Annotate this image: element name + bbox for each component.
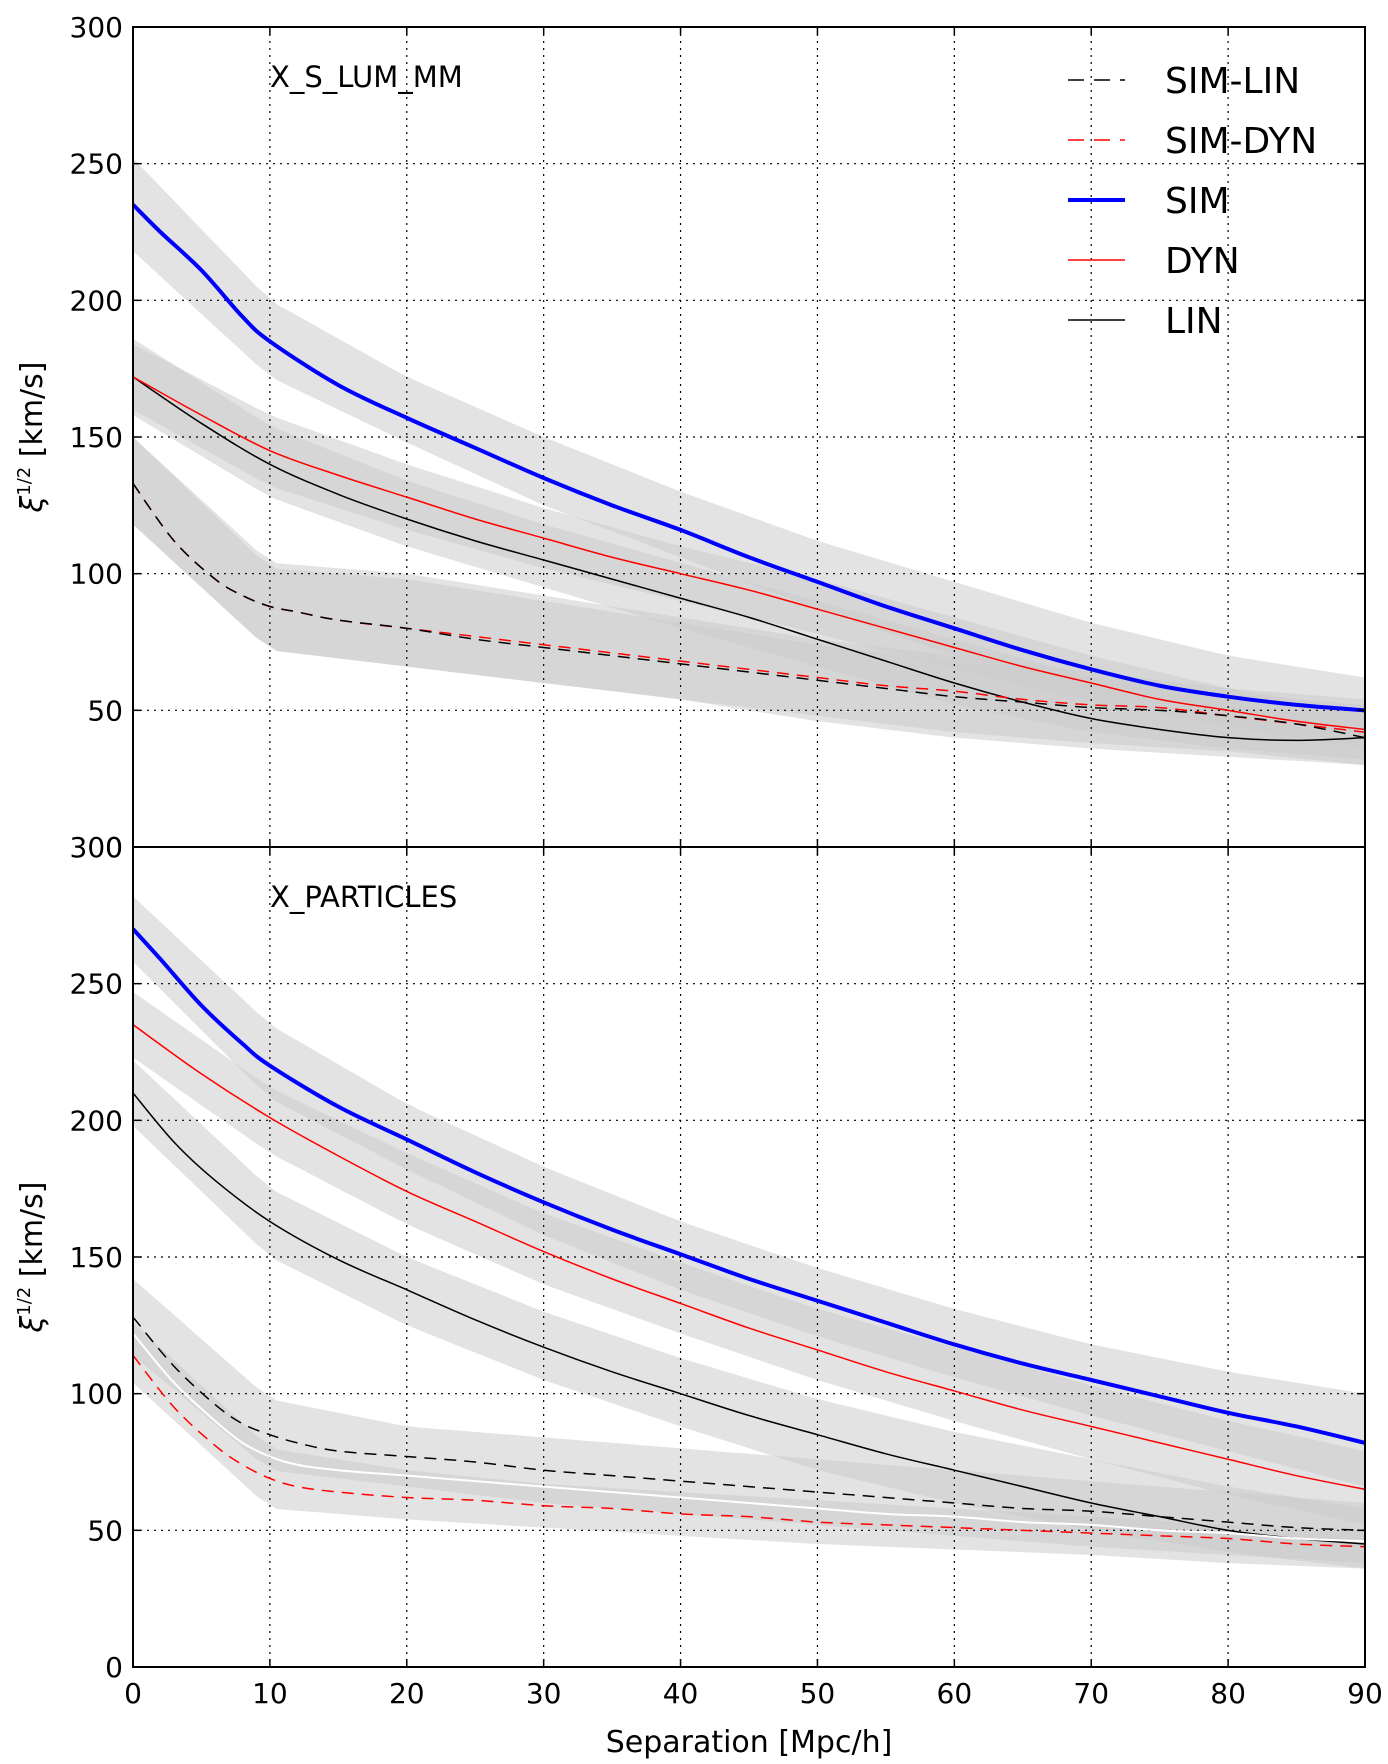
- series-sim-lin: [133, 1316, 1365, 1532]
- legend-label: LIN: [1165, 301, 1223, 342]
- y-tick-label: 200: [70, 1104, 123, 1137]
- series-dyn: [133, 1024, 1365, 1491]
- x-tick-label: 30: [526, 1677, 562, 1710]
- y-tick-label: 300: [70, 831, 123, 864]
- series-lin: [133, 376, 1365, 742]
- x-tick-label: 70: [1073, 1677, 1109, 1710]
- y-axis-title: ξ1/2 [km/s]: [14, 1182, 50, 1334]
- band-sim-band: [133, 896, 1365, 1487]
- y-tick-label: 150: [70, 421, 123, 454]
- y-tick-label: 50: [87, 1514, 123, 1547]
- x-tick-label: 40: [663, 1677, 699, 1710]
- x-tick-label: 10: [252, 1677, 288, 1710]
- y-tick-label: 200: [70, 284, 123, 317]
- x-axis-title: Separation [Mpc/h]: [606, 1725, 893, 1760]
- legend-label: SIM-DYN: [1165, 121, 1317, 162]
- x-tick-label: 60: [937, 1677, 973, 1710]
- band-sim-band: [133, 158, 1365, 727]
- y-tick-label: 300: [70, 11, 123, 44]
- y-tick-label: 150: [70, 1241, 123, 1274]
- x-tick-label: 20: [389, 1677, 425, 1710]
- series-sim-dyn: [133, 483, 1365, 733]
- band-dyn-band: [133, 991, 1365, 1525]
- band-sim-lin-band: [133, 437, 1365, 765]
- y-axis-title-exponent: 1/2: [14, 1287, 35, 1316]
- y-axis-title-symbol: ξ: [15, 1315, 50, 1333]
- series-sim: [133, 203, 1365, 713]
- y-tick-label: 50: [87, 694, 123, 727]
- panel-1: 0 50 100 150 200 250 300 ξ1/2 [km/s] X_S_LUM_MM S…: [14, 11, 1366, 864]
- y-axis-title-unit: [km/s]: [15, 362, 50, 467]
- panel-title: X_PARTICLES: [270, 880, 457, 914]
- y-tick-label: 100: [70, 1378, 123, 1411]
- series-sim-dyn: [133, 1354, 1365, 1548]
- series-sim-lin: [133, 483, 1365, 739]
- series-sim-low: [133, 1332, 1365, 1543]
- plot-content: [133, 847, 1365, 1667]
- legend: SIM-LIN SIM-DYN SIM DYN LIN: [1068, 61, 1317, 342]
- y-tick-label: 0: [105, 831, 123, 864]
- x-tick-label: 80: [1210, 1677, 1246, 1710]
- series-lin: [133, 1092, 1365, 1545]
- plot-content: [133, 27, 1365, 847]
- y-tick-label: 0: [105, 1651, 123, 1684]
- y-axis-title-symbol: ξ: [15, 495, 50, 513]
- y-axis-title-unit: [km/s]: [15, 1182, 50, 1287]
- band-sim-band-low-: [133, 1278, 1365, 1564]
- y-tick-label: 250: [70, 148, 123, 181]
- y-tick-label: 250: [70, 968, 123, 1001]
- band-sim-dyn-band: [133, 1322, 1365, 1569]
- band-dyn-band: [133, 344, 1365, 749]
- x-tick-label: 90: [1347, 1677, 1383, 1710]
- legend-label: DYN: [1165, 241, 1240, 282]
- series-dyn: [133, 376, 1365, 731]
- x-tick-label: 0: [124, 1677, 142, 1710]
- y-axis-title-exponent: 1/2: [14, 467, 35, 496]
- panel-title: X_S_LUM_MM: [270, 60, 463, 94]
- y-axis-title: ξ1/2 [km/s]: [14, 362, 50, 514]
- legend-label: SIM-LIN: [1165, 61, 1300, 102]
- y-tick-label: 100: [70, 558, 123, 591]
- series-sim: [133, 927, 1365, 1445]
- legend-label: SIM: [1165, 181, 1230, 222]
- x-tick-label: 50: [800, 1677, 836, 1710]
